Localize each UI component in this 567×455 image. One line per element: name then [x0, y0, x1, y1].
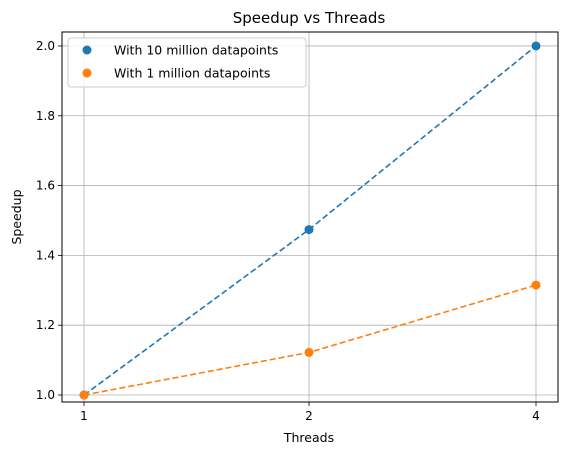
legend-marker: [82, 45, 92, 55]
data-point: [531, 41, 541, 51]
data-point: [304, 225, 314, 235]
data-point: [304, 347, 314, 357]
series-layer: [79, 41, 541, 400]
y-axis-label: Speedup: [9, 189, 24, 244]
x-axis-label: Threads: [283, 430, 334, 445]
data-point: [531, 280, 541, 290]
x-tick-label: 4: [532, 409, 540, 423]
y-tick-label: 1.2: [36, 318, 55, 332]
y-tick-label: 1.8: [36, 109, 55, 123]
grid-lines: [62, 32, 558, 402]
chart-title: Speedup vs Threads: [233, 9, 386, 27]
legend: With 10 million datapoints With 1 million…: [67, 37, 307, 88]
legend-label: With 10 million datapoints: [114, 43, 278, 58]
legend-box: [67, 37, 307, 88]
data-point: [79, 390, 89, 400]
y-tick-label: 1.6: [36, 179, 55, 193]
y-tick-label: 2.0: [36, 39, 55, 53]
y-tick-label: 1.4: [36, 248, 55, 262]
x-tick-label: 1: [80, 409, 88, 423]
y-tick-label: 1.0: [36, 388, 55, 402]
legend-label: With 1 million datapoints: [114, 66, 270, 81]
series-line-0: [83, 45, 537, 396]
series-line-1: [83, 284, 537, 396]
axis-ticks: 1 2 4 1.0 1.2 1.4 1.6 1.8 2.0: [36, 39, 540, 423]
plot-frame: [61, 31, 559, 403]
legend-marker: [82, 68, 92, 78]
x-tick-label: 2: [305, 409, 313, 423]
